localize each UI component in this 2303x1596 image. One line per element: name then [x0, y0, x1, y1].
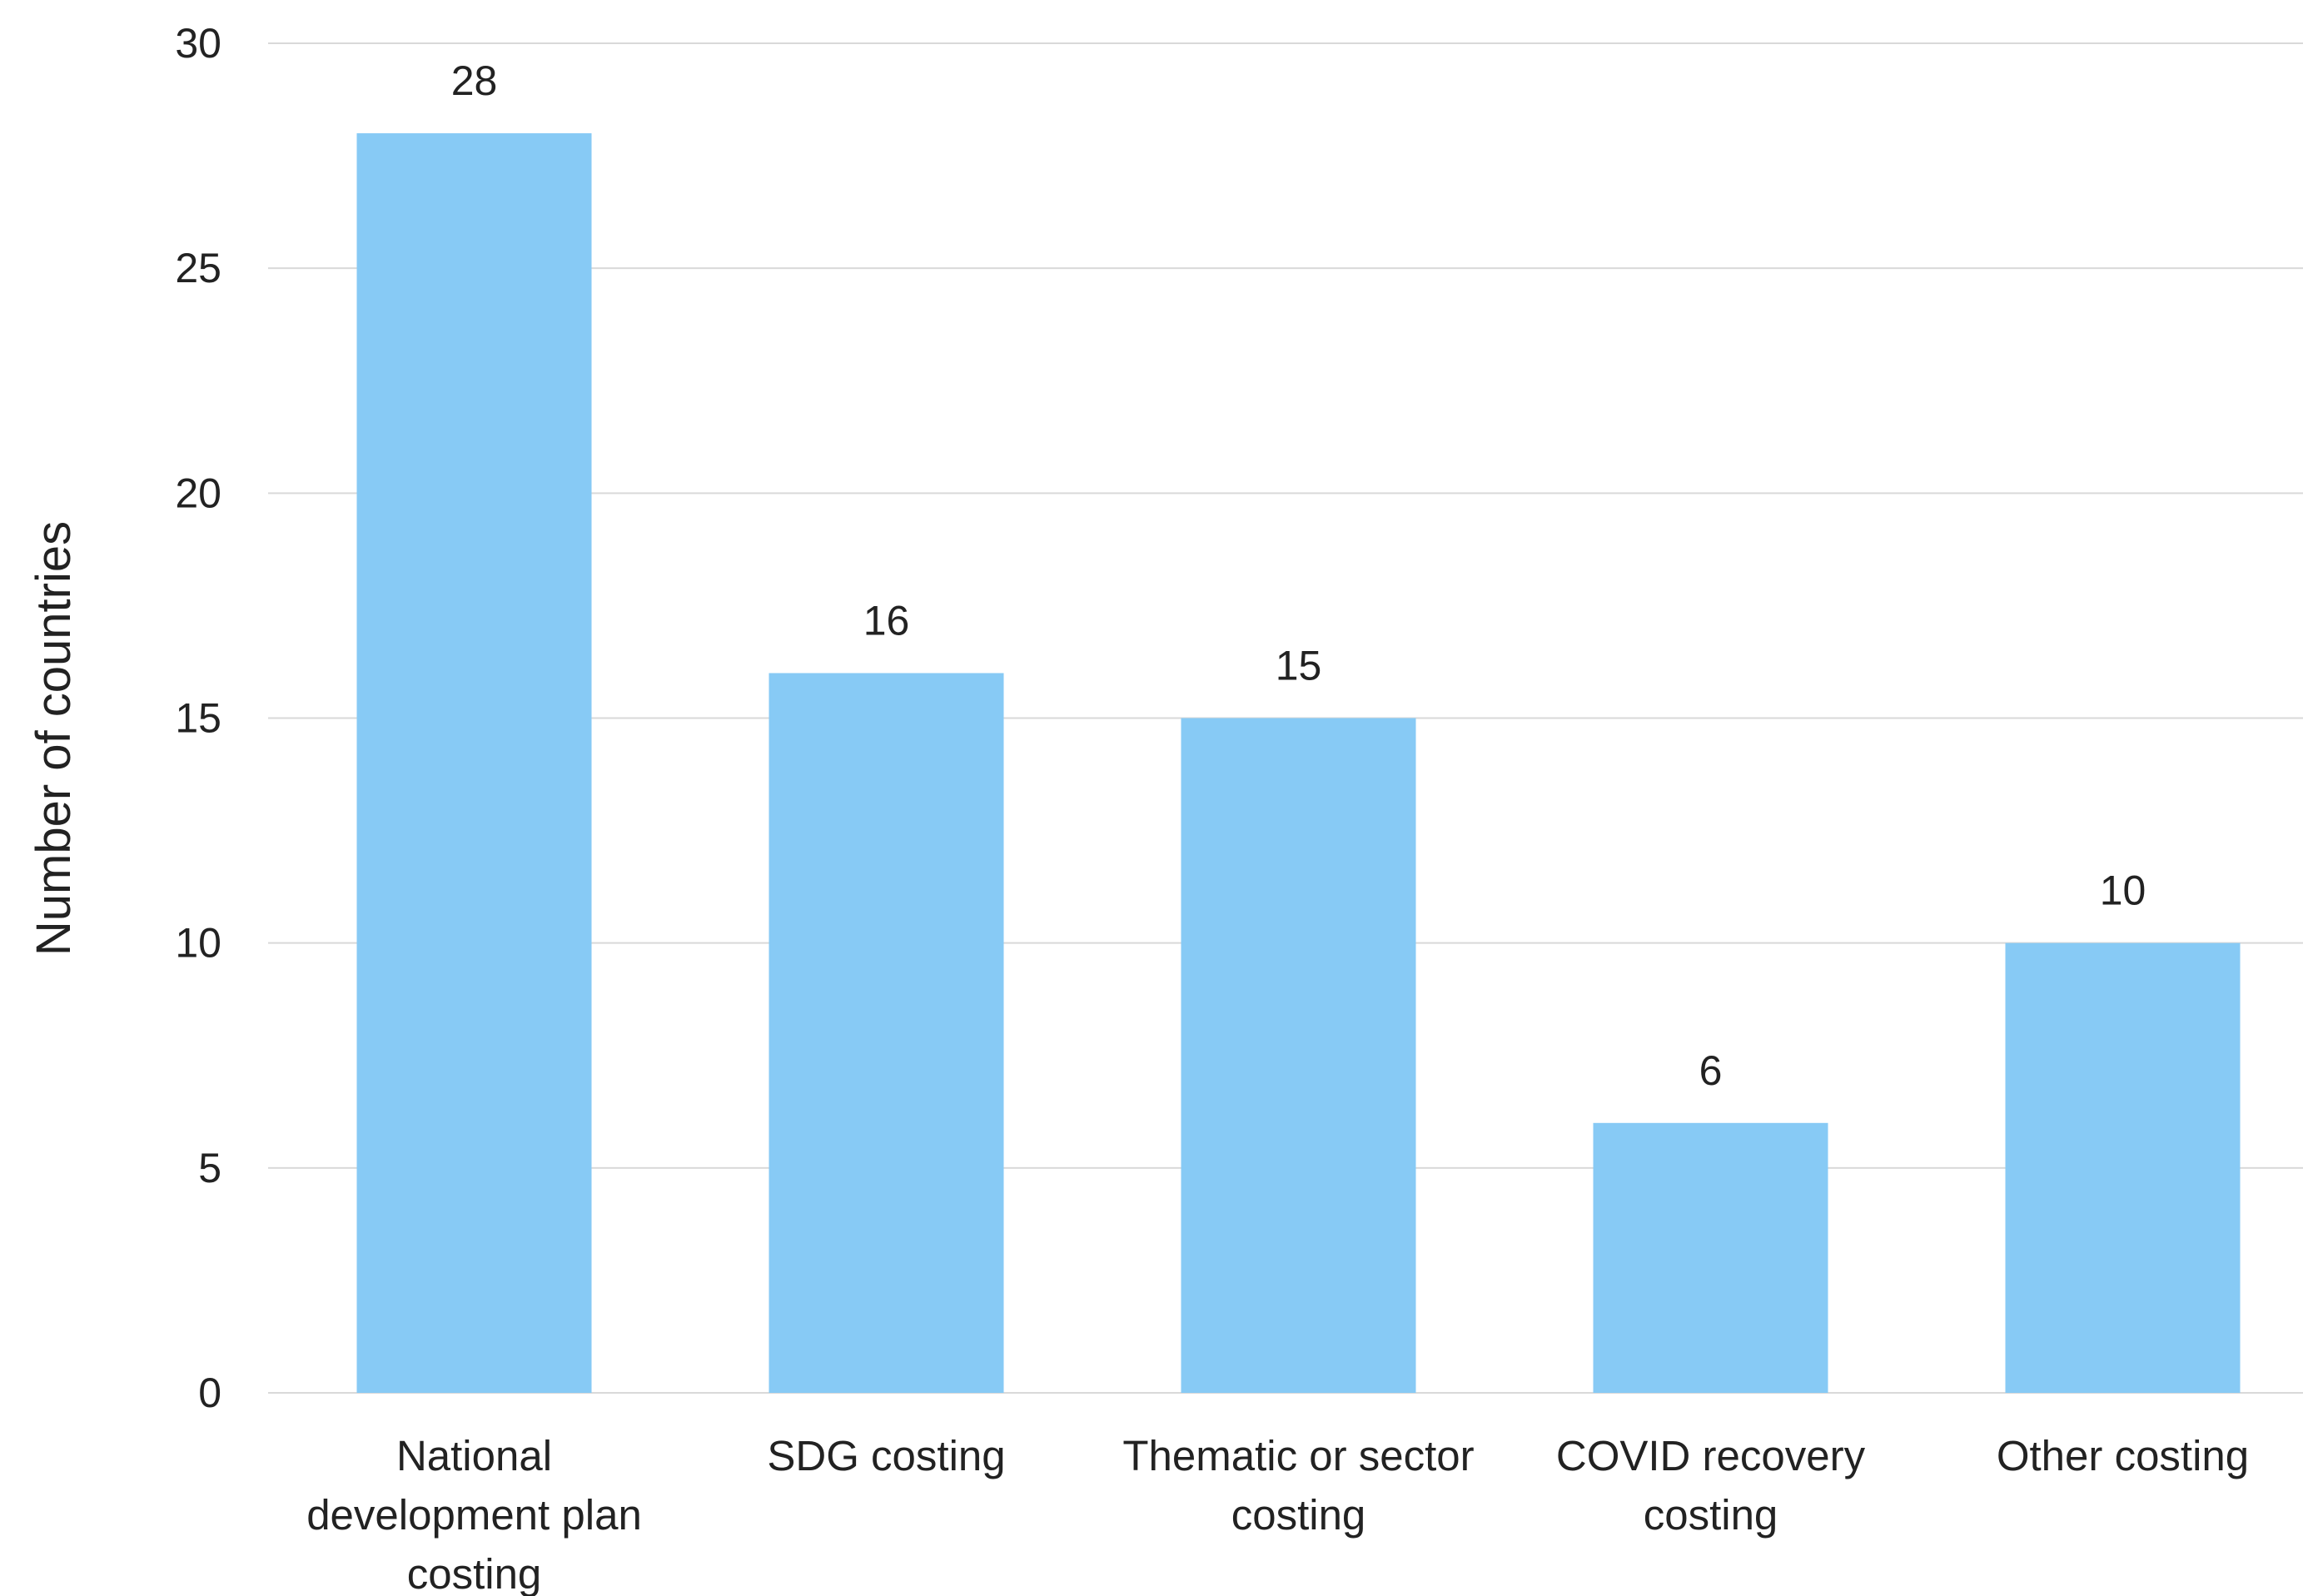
y-tick-label: 20 — [175, 470, 221, 516]
bars — [356, 133, 2241, 1394]
data-label-2: 16 — [863, 597, 910, 644]
bar-4 — [1593, 1122, 1828, 1393]
x-category-label-4: COVID recovery costing — [1556, 1432, 1866, 1539]
y-tick-label: 10 — [175, 920, 221, 967]
x-category-label-3: Thematic or sector costing — [1122, 1432, 1474, 1539]
data-labels: 28 16 15 6 10 — [451, 57, 2146, 1094]
bar-3 — [1181, 718, 1416, 1393]
x-category-label-5: Other costing — [1997, 1432, 2249, 1479]
data-label-4: 6 — [1699, 1047, 1723, 1094]
bar-1 — [356, 133, 592, 1394]
y-tick-label: 0 — [198, 1370, 221, 1416]
data-label-3: 15 — [1276, 643, 1322, 689]
data-label-1: 28 — [451, 57, 498, 104]
bar-5 — [2005, 942, 2241, 1393]
x-category-label-1: National development plan costing — [306, 1432, 642, 1596]
x-category-label-2: SDG costing — [767, 1432, 1005, 1479]
y-axis-title: Number of countries — [27, 521, 81, 956]
y-axis-ticks: 0 5 10 15 20 25 30 — [175, 20, 221, 1416]
bar-2 — [768, 673, 1004, 1393]
y-tick-label: 25 — [175, 245, 221, 291]
y-tick-label: 5 — [198, 1145, 221, 1191]
y-tick-label: 30 — [175, 20, 221, 67]
data-label-5: 10 — [2100, 868, 2146, 914]
x-axis-categories: National development plan costing SDG costi… — [306, 1432, 2249, 1596]
y-tick-label: 15 — [175, 695, 221, 742]
